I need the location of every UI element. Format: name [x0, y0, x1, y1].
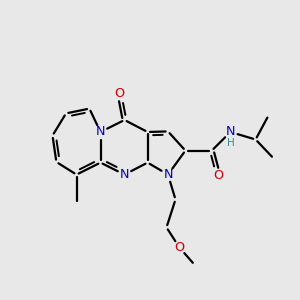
Text: N: N: [96, 125, 105, 139]
Text: O: O: [174, 241, 184, 254]
Text: O: O: [213, 169, 224, 182]
Text: H: H: [226, 138, 234, 148]
Text: N: N: [120, 168, 129, 181]
Text: N: N: [226, 125, 235, 139]
Text: N: N: [163, 168, 173, 181]
Text: O: O: [114, 87, 124, 100]
